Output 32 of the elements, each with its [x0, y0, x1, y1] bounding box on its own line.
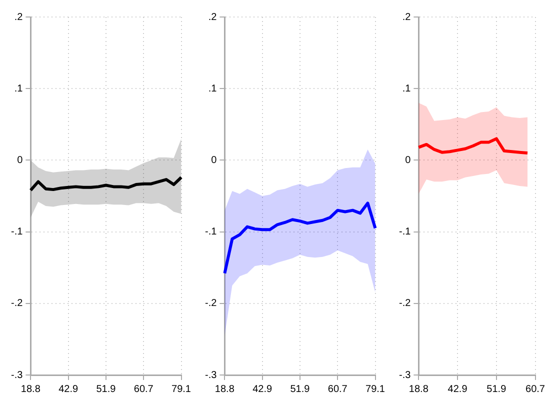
y-tick-label: .1 — [402, 83, 412, 94]
y-tick-label: 0 — [405, 154, 412, 166]
y-tick-label: .1 — [14, 83, 24, 94]
y-tick-label: 0 — [17, 154, 24, 166]
x-tick-label: 60.7 — [526, 384, 546, 395]
y-tick-label: .2 — [402, 12, 412, 23]
y-tick-label: -.1 — [205, 226, 218, 238]
x-tick-label: 51.9 — [290, 384, 310, 395]
y-tick-label: -.3 — [399, 370, 412, 381]
y-tick-label: .1 — [208, 83, 218, 94]
y-tick-label: .2 — [208, 12, 218, 23]
x-tick-label: 51.9 — [96, 384, 116, 395]
x-tick-label: 18.8 — [20, 384, 41, 395]
y-tick-label: -.2 — [399, 298, 412, 310]
y-tick-label: -.3 — [11, 370, 24, 381]
y-tick-label: -.2 — [11, 298, 24, 310]
y-tick-label: -.1 — [399, 226, 412, 238]
y-tick-label: 0 — [211, 154, 218, 166]
x-tick-label: 60.7 — [134, 384, 154, 395]
x-tick-label: 42.9 — [58, 384, 78, 395]
x-tick-label: 60.7 — [328, 384, 348, 395]
x-tick-label: 18.8 — [408, 384, 429, 395]
x-tick-label: 51.9 — [486, 384, 507, 395]
y-tick-label: -.3 — [205, 370, 218, 381]
x-tick-label: 79.1 — [172, 384, 192, 395]
x-tick-label: 79.1 — [366, 384, 386, 395]
y-tick-label: -.1 — [11, 226, 24, 238]
x-tick-label: 42.9 — [252, 384, 272, 395]
y-tick-label: -.2 — [205, 298, 218, 310]
y-tick-label: .2 — [14, 12, 24, 23]
x-tick-label: 42.9 — [448, 384, 468, 395]
x-tick-label: 18.8 — [214, 384, 235, 395]
